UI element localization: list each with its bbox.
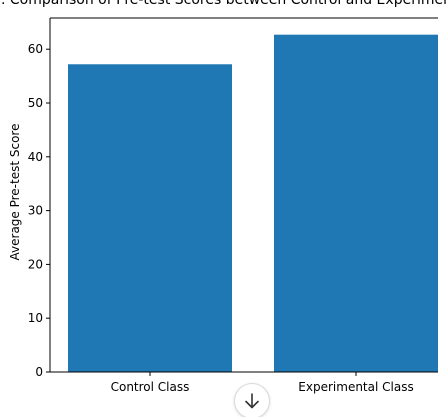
y-tick-label: 10	[28, 311, 43, 325]
x-tick-label: Experimental Class	[298, 380, 413, 394]
y-axis-label: Average Pre-test Score	[8, 124, 22, 261]
bar-experimental-class	[274, 34, 438, 373]
y-tick-label: 50	[28, 96, 43, 110]
arrow-down-icon	[245, 393, 259, 409]
y-tick-label: 0	[35, 365, 43, 379]
y-tick-label: 40	[28, 150, 43, 164]
plot-area: Control Class Experimental Class 0 10 20 30 40…	[28, 17, 438, 394]
x-tick-label: Control Class	[111, 380, 190, 394]
y-tick-label: 30	[28, 204, 43, 218]
bar-control-class	[68, 64, 232, 372]
y-tick-label: 20	[28, 257, 43, 271]
y-tick-label: 60	[28, 42, 43, 56]
scroll-down-button[interactable]	[234, 383, 270, 417]
chart-title: Figure 2. Comparison of Pre-test Scores …	[0, 0, 447, 8]
